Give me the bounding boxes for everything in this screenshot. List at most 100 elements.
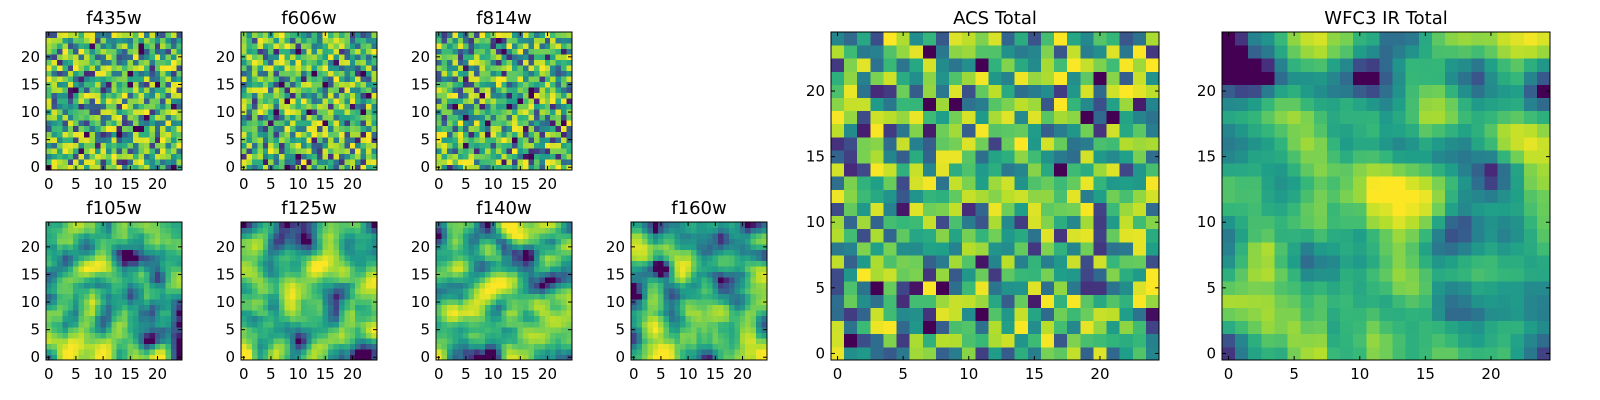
heatmap-cell (262, 43, 269, 49)
heatmap-cell (539, 153, 546, 160)
heatmap-cell (371, 131, 378, 138)
heatmap-cell (122, 114, 128, 121)
heatmap-cell (105, 92, 112, 99)
heatmap-cell (539, 164, 546, 171)
heatmap-cell (295, 70, 302, 77)
heatmap-cell (46, 282, 52, 289)
heatmap-cell (528, 321, 535, 328)
heatmap-cell (133, 43, 139, 49)
heatmap-cell (739, 238, 746, 245)
heatmap-cell (273, 43, 280, 49)
heatmap-cell (355, 255, 362, 262)
heatmap-cell (268, 114, 275, 121)
heatmap-cell (56, 343, 63, 350)
heatmap-cell (246, 266, 253, 273)
heatmap-cell (317, 310, 323, 317)
heatmap-cell (360, 255, 367, 262)
heatmap-cell (883, 255, 897, 269)
heatmap-cell (116, 114, 123, 121)
heatmap-cell (1014, 202, 1029, 217)
heatmap-cell (539, 304, 546, 311)
heatmap-cell (501, 142, 508, 149)
heatmap-cell (723, 304, 730, 311)
heatmap-cell (490, 142, 497, 149)
heatmap-cell (701, 315, 708, 322)
heatmap-cell (555, 120, 562, 127)
heatmap-cell (701, 337, 708, 344)
heatmap-cell (338, 244, 345, 250)
heatmap-cell (523, 255, 529, 262)
heatmap-cell (338, 310, 345, 317)
heatmap-cell (127, 326, 134, 333)
heatmap-cell (712, 343, 719, 350)
heatmap-cell (528, 136, 535, 143)
heatmap-cell (517, 120, 524, 127)
heatmap-cell (127, 293, 134, 300)
heatmap-cell (349, 233, 356, 239)
heatmap-cell (317, 244, 323, 250)
heatmap-cell (550, 293, 557, 300)
heatmap-cell (143, 109, 150, 116)
heatmap-cell (344, 164, 351, 171)
heatmap-cell (533, 103, 540, 110)
heatmap-cell (289, 120, 296, 127)
heatmap-cell (62, 343, 69, 350)
heatmap-cell (355, 354, 362, 361)
heatmap-cell (84, 354, 90, 361)
heatmap-cell (870, 228, 884, 243)
heatmap-cell (512, 238, 518, 245)
heatmap-cell (111, 233, 118, 239)
heatmap-cell (371, 87, 378, 94)
heatmap-cell (241, 125, 247, 132)
heatmap-cell (707, 310, 713, 317)
heatmap-cell (279, 299, 285, 306)
heatmap-cell (105, 315, 112, 322)
heatmap-cell (544, 244, 551, 250)
heatmap-cell (273, 109, 280, 116)
heatmap-cell (333, 125, 340, 132)
heatmap-cell (273, 158, 280, 165)
heatmap-cell (295, 92, 302, 99)
heatmap-cell (474, 233, 480, 239)
heatmap-cell (446, 348, 453, 355)
heatmap-cell (355, 158, 362, 165)
heatmap-cell (138, 54, 145, 60)
heatmap-cell (441, 354, 448, 361)
heatmap-cell (690, 244, 697, 250)
heatmap-cell (446, 81, 453, 88)
heatmap-cell (149, 288, 156, 295)
heatmap-cell (490, 260, 497, 267)
heatmap-cell (701, 238, 708, 245)
heatmap-cell (949, 333, 963, 348)
heatmap-cell (1093, 281, 1107, 295)
heatmap-cell (501, 65, 508, 72)
heatmap-cell (636, 321, 643, 328)
heatmap-cell (441, 59, 448, 66)
heatmap-cell (176, 92, 183, 99)
heatmap-cell (528, 103, 535, 110)
heatmap-cell (1080, 268, 1094, 282)
heatmap-cell (111, 120, 118, 127)
heatmap-cell (1093, 202, 1107, 217)
heatmap-cell (474, 321, 480, 328)
heatmap-cell (495, 98, 502, 105)
heatmap-cell (701, 288, 708, 295)
heatmap-cell (523, 326, 529, 333)
heatmap-cell (962, 163, 976, 177)
heatmap-cell (46, 233, 52, 239)
heatmap-cell (883, 241, 897, 256)
heatmap-cell (89, 70, 96, 77)
heatmap-cell (555, 321, 562, 328)
heatmap-cell (512, 304, 518, 311)
heatmap-cell (94, 222, 101, 228)
heatmap-cell (73, 109, 80, 116)
heatmap-cell (116, 326, 123, 333)
heatmap-cell (360, 321, 367, 328)
heatmap-cell (138, 233, 145, 239)
heatmap-cell (457, 304, 464, 311)
heatmap-cell (84, 158, 90, 165)
heatmap-cell (533, 227, 540, 234)
heatmap-cell (100, 43, 107, 49)
heatmap-cell (111, 321, 118, 328)
heatmap-cell (262, 125, 269, 132)
